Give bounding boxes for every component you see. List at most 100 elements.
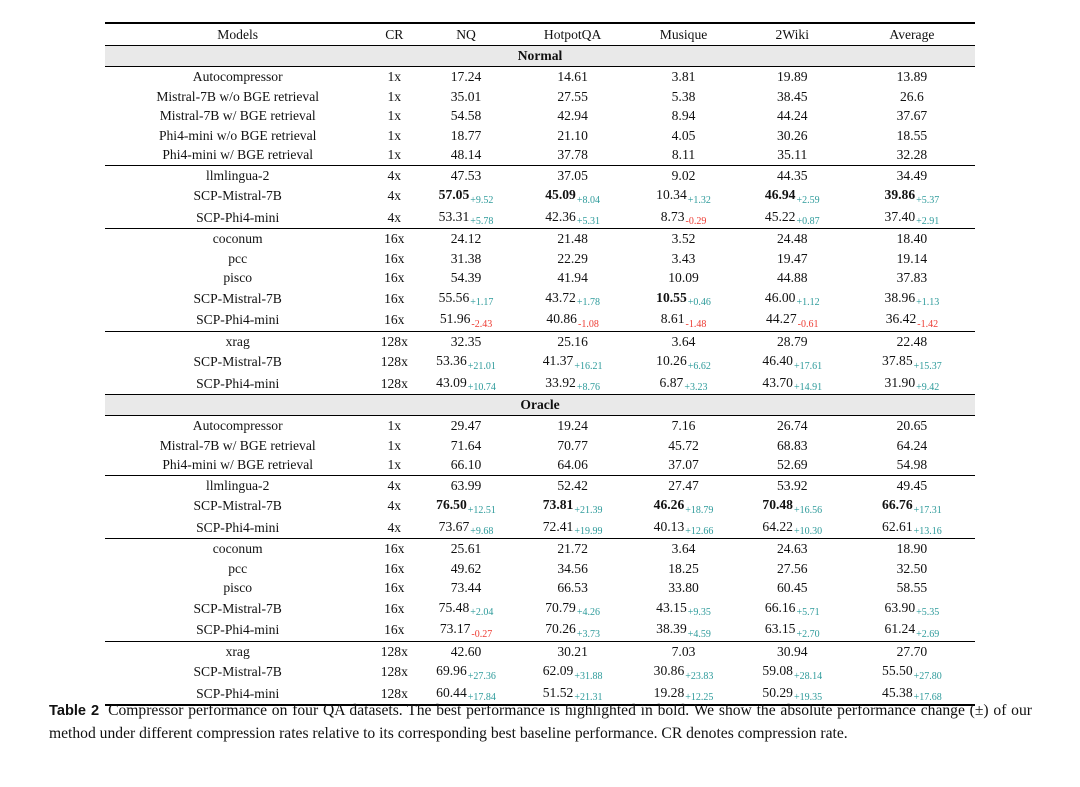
score-cell: 45.22+0.87	[736, 207, 849, 229]
score-cell: 64.22+10.30	[736, 517, 849, 539]
score-cell: 32.35	[418, 330, 514, 351]
score-delta: +17.61	[793, 360, 823, 372]
score-value: 43.15	[656, 599, 687, 615]
score-cell: 71.64	[418, 436, 514, 456]
column-header-2wiki: 2Wiki	[735, 23, 849, 46]
score-value: 30.26	[776, 127, 808, 143]
score-value: 32.35	[450, 333, 482, 349]
score-value: 61.24	[884, 621, 916, 636]
score-cell: 24.63	[735, 538, 849, 559]
score-cell: 19.47	[736, 249, 849, 269]
score-delta: -0.61	[797, 318, 819, 330]
score-cell: 6.87+3.23	[631, 373, 735, 395]
score-value: 54.98	[896, 457, 928, 472]
score-delta: +2.04	[470, 607, 494, 618]
score-value: 21.72	[557, 541, 588, 556]
score-value: 26.74	[776, 418, 808, 433]
score-value: 33.92	[545, 374, 576, 390]
score-value: 45.72	[668, 437, 699, 453]
score-delta: +19.35	[793, 692, 823, 703]
score-value: 63.90	[884, 599, 916, 615]
score-cell: 28.79	[735, 330, 849, 351]
compression-rate-cell: 128x	[370, 330, 419, 351]
score-cell: 73.44	[418, 578, 514, 598]
score-value: 22.29	[557, 250, 588, 266]
score-cell: 53.36+21.01	[418, 351, 514, 373]
score-delta: +9.68	[470, 526, 494, 537]
model-name-cell: SCP-Mistral-7B	[193, 290, 282, 306]
score-cell: 32.50	[849, 559, 975, 579]
score-cell: 46.40+17.61	[736, 351, 849, 373]
score-value: 71.64	[450, 437, 482, 453]
score-delta: +5.71	[796, 607, 820, 618]
score-cell: 8.73-0.29	[631, 207, 735, 229]
score-cell: 37.07	[631, 455, 735, 475]
score-delta: -0.27	[471, 628, 493, 640]
score-cell: 53.92	[735, 474, 849, 495]
score-cell: 39.86+5.37	[849, 185, 975, 207]
score-value: 70.48	[762, 497, 793, 512]
compression-rate-cell: 16x	[384, 290, 405, 306]
score-cell: 26.6	[849, 87, 975, 107]
score-value: 76.50	[436, 497, 467, 512]
score-cell: 63.90+5.35	[849, 598, 975, 620]
score-cell: 26.74	[736, 416, 849, 436]
score-cell: 19.28+12.25	[631, 683, 735, 706]
model-name-cell: SCP-Mistral-7B	[193, 664, 282, 679]
model-name-cell: SCP-Phi4-mini	[196, 519, 280, 535]
score-value: 18.77	[450, 127, 482, 143]
score-cell: 3.52	[631, 228, 736, 249]
column-header-average: Average	[848, 23, 975, 46]
score-value: 49.62	[450, 560, 482, 576]
score-value: 32.50	[896, 560, 928, 576]
table-row: pcc 16x 49.62 34.56 18.25 27.56 32.50	[105, 559, 975, 579]
model-name-cell: Mistral-7B w/o BGE retrieval	[156, 88, 320, 104]
results-table-container: Models CR NQ HotpotQA Musique 2Wiki Average No…	[105, 22, 975, 706]
score-value: 17.24	[450, 69, 482, 84]
model-name-cell: SCP-Phi4-mini	[196, 209, 280, 225]
table-row: Mistral-7B w/o BGE retrieval 1x 35.01 27.55…	[105, 87, 975, 107]
score-cell: 51.96-2.43	[418, 309, 514, 331]
compression-rate-cell: 1x	[387, 69, 402, 84]
score-delta: +21.31	[574, 692, 603, 703]
score-cell: 19.14	[849, 249, 975, 269]
score-cell: 35.01	[418, 87, 514, 107]
score-value: 42.36	[545, 208, 576, 224]
score-delta: -1.48	[685, 318, 707, 330]
score-cell: 59.08+28.14	[736, 661, 849, 683]
score-cell: 72.41+19.99	[514, 517, 631, 539]
score-value: 36.42	[885, 311, 917, 326]
score-value: 32.28	[896, 147, 928, 162]
score-cell: 44.35	[735, 164, 849, 185]
score-delta: +28.14	[793, 670, 823, 682]
score-cell: 32.28	[849, 145, 975, 165]
score-value: 19.89	[776, 69, 808, 84]
score-value: 22.48	[896, 333, 928, 349]
model-name-cell: Autocompressor	[192, 69, 283, 84]
score-cell: 43.15+9.35	[631, 598, 735, 620]
score-cell: 37.67	[849, 106, 975, 126]
score-value: 39.86	[884, 187, 916, 202]
score-value: 5.38	[671, 88, 696, 104]
score-value: 8.73	[660, 208, 685, 224]
score-delta: +21.01	[467, 360, 496, 372]
score-cell: 22.48	[848, 330, 975, 351]
score-cell: 3.43	[631, 249, 735, 269]
score-cell: 18.55	[849, 126, 975, 146]
score-value: 7.16	[671, 418, 696, 433]
score-value: 69.96	[436, 663, 467, 678]
score-value: 63.15	[764, 621, 796, 636]
score-delta: -0.29	[685, 216, 707, 227]
score-value: 45.22	[764, 208, 796, 224]
score-delta: +8.04	[576, 194, 600, 206]
score-value: 18.25	[668, 560, 699, 576]
score-value: 50.29	[762, 684, 793, 700]
model-name-cell: SCP-Phi4-mini	[196, 685, 280, 701]
score-value: 37.40	[884, 208, 916, 224]
score-value: 66.53	[557, 580, 588, 595]
score-value: 14.61	[557, 69, 588, 84]
score-cell: 18.77	[418, 126, 514, 146]
column-header-nq: NQ	[418, 23, 514, 46]
score-cell: 30.26	[736, 126, 849, 146]
score-value: 41.37	[542, 353, 574, 368]
